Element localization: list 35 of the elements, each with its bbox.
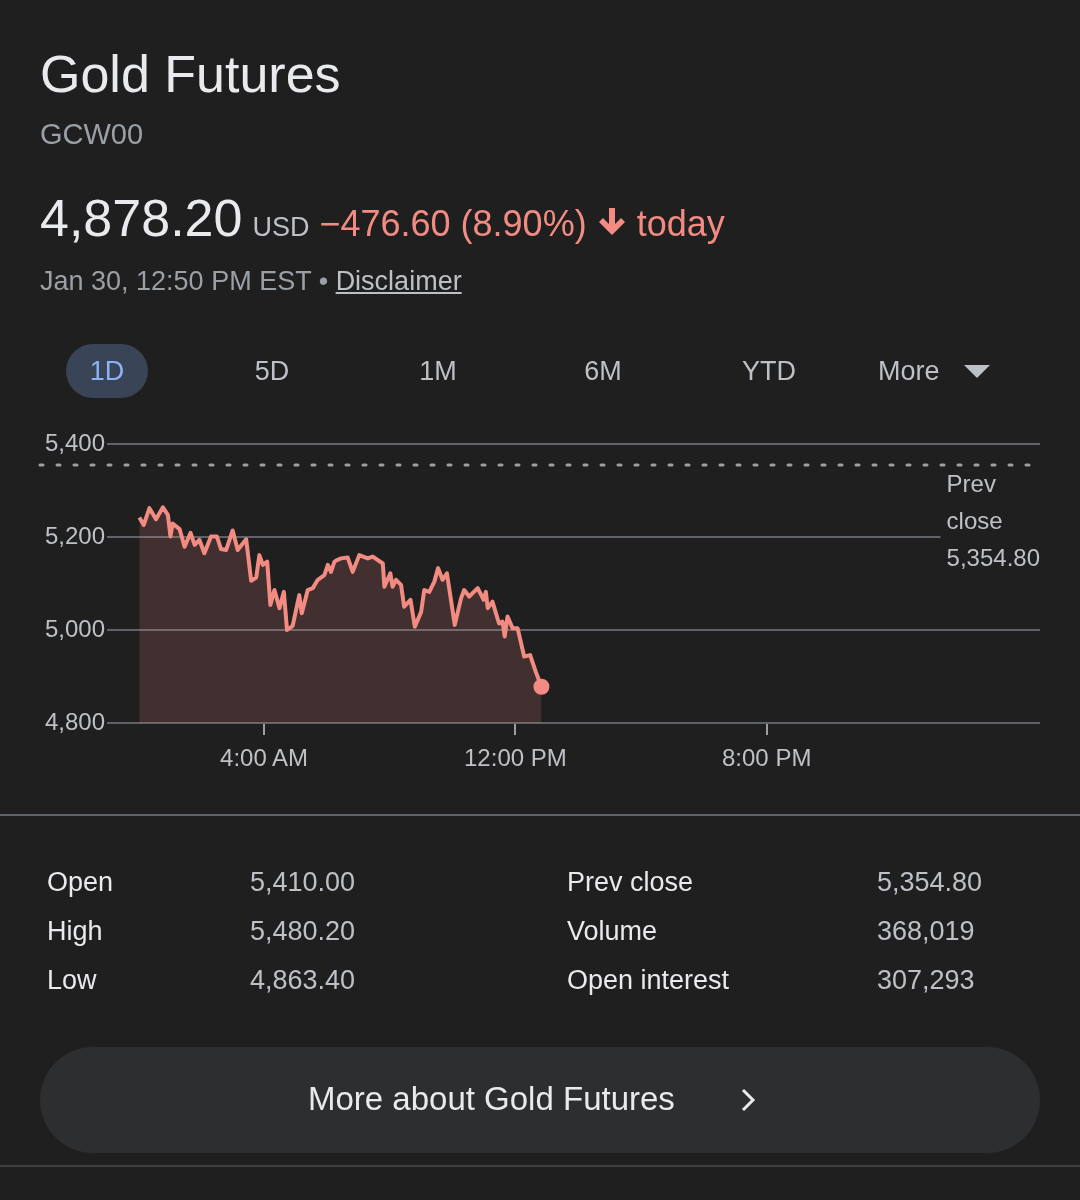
text: 5,354.80 bbox=[877, 866, 983, 898]
chart-subtitle: GCW00 bbox=[40, 118, 144, 151]
text: Open interest bbox=[567, 964, 730, 996]
y-tick-label: 4,800 bbox=[44, 707, 105, 735]
chart-title: Gold Futures bbox=[40, 44, 341, 104]
text: Low bbox=[47, 964, 97, 996]
text: Volume bbox=[567, 915, 658, 947]
text: 5,480.20 bbox=[250, 915, 356, 947]
text: today bbox=[636, 203, 725, 245]
ref-line-label: Prev close 5,354.80 bbox=[946, 469, 1040, 571]
text: Open bbox=[47, 866, 114, 898]
text: More about Gold Futures bbox=[308, 1080, 675, 1118]
y-tick-label: 5,200 bbox=[44, 521, 105, 549]
y-tick-label: 5,400 bbox=[44, 428, 105, 456]
text: 1M bbox=[418, 355, 458, 388]
text: 5D bbox=[253, 355, 291, 388]
x-tick-label: 4:00 AM bbox=[220, 744, 309, 772]
x-tick-label: 8:00 PM bbox=[722, 744, 812, 772]
text: USD bbox=[252, 212, 310, 243]
text: 5,410.00 bbox=[250, 866, 356, 898]
text: Prev close bbox=[567, 866, 694, 898]
text: 1D bbox=[66, 344, 148, 398]
text: Jan 30, 12:50 PM EST • bbox=[40, 266, 330, 296]
text: YTD bbox=[741, 355, 797, 388]
text: More bbox=[878, 355, 941, 388]
text: 368,019 bbox=[877, 915, 975, 947]
text: 4,863.40 bbox=[250, 964, 356, 996]
text: 307,293 bbox=[877, 964, 975, 996]
text: 6M bbox=[583, 355, 623, 388]
x-tick-label: 12:00 PM bbox=[464, 744, 567, 772]
text: Disclaimer bbox=[335, 266, 462, 296]
text: 4,878.20 bbox=[40, 188, 243, 248]
text: −476.60 (8.90%) bbox=[319, 203, 587, 245]
text: High bbox=[47, 915, 103, 947]
y-tick-label: 5,000 bbox=[44, 614, 105, 642]
